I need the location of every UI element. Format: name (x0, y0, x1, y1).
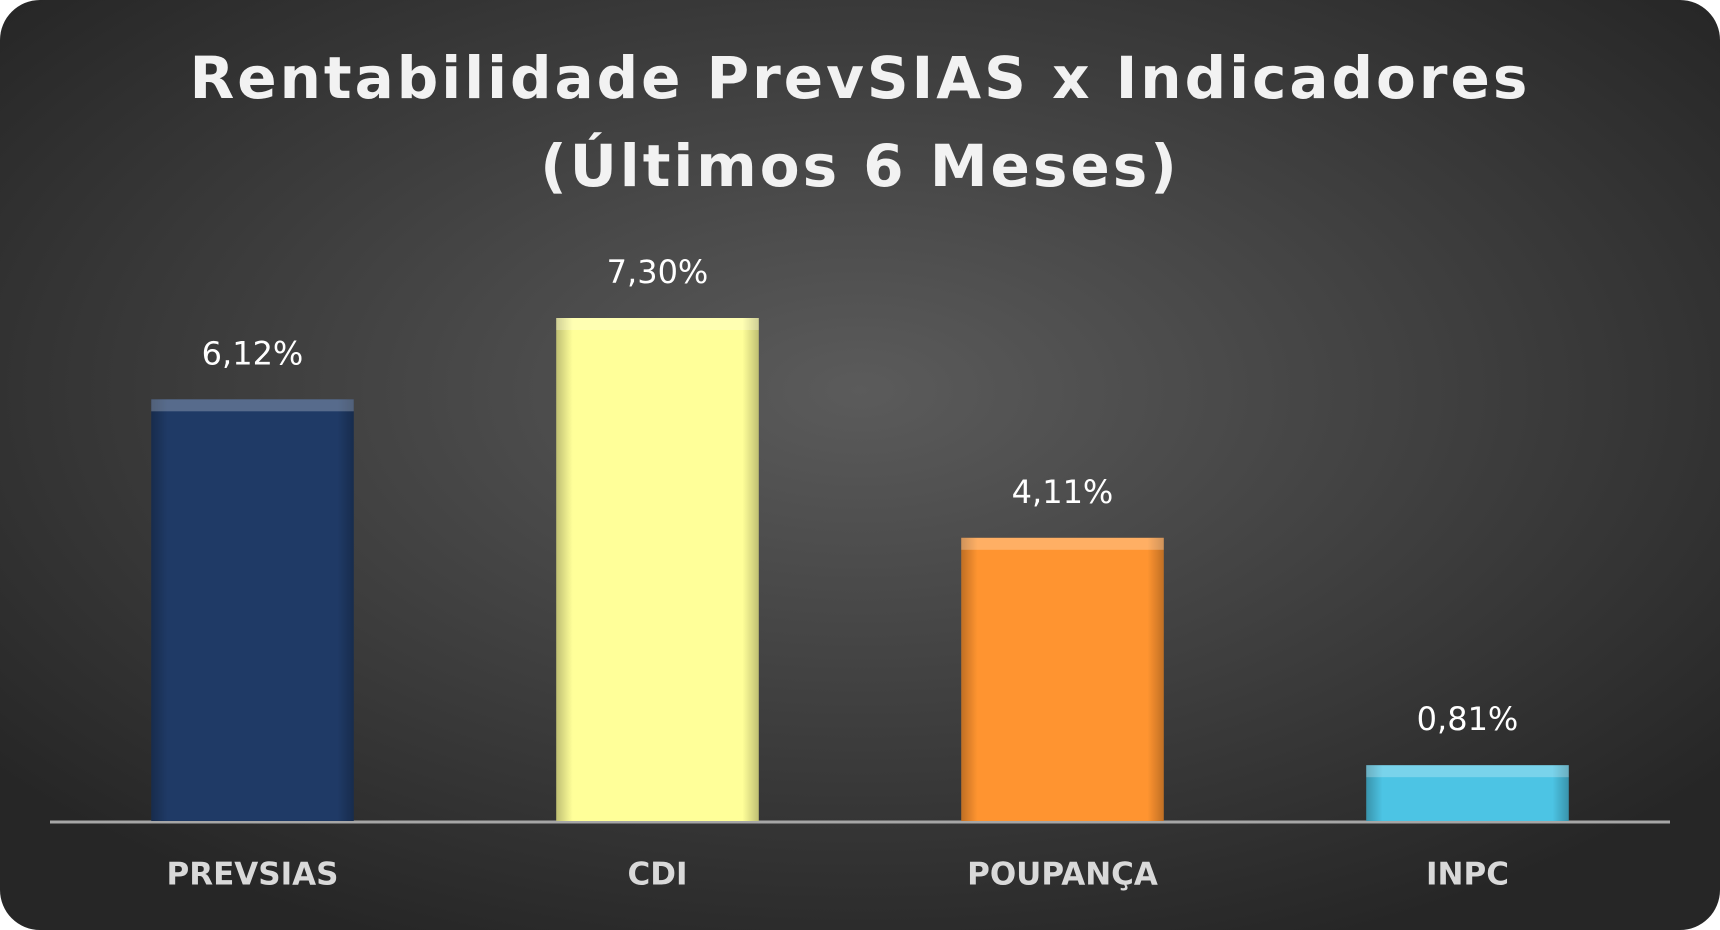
value-label: 4,11% (1012, 473, 1114, 511)
bar (556, 318, 759, 821)
bar-bevel (556, 318, 759, 330)
bar-bevel (1366, 765, 1569, 778)
chart-title: Rentabilidade PrevSIAS x Indicadores (190, 44, 1531, 112)
bar-bevel (151, 399, 354, 412)
x-tick-label: INPC (1426, 857, 1509, 893)
bar (151, 399, 354, 821)
x-tick-label: POUPANÇA (967, 857, 1158, 893)
x-tick-label: PREVSIAS (167, 857, 339, 893)
chart-title: (Últimos 6 Meses) (540, 131, 1180, 200)
value-label: 7,30% (607, 253, 709, 291)
x-tick-label: CDI (627, 857, 687, 893)
value-label: 6,12% (202, 334, 304, 372)
bar (961, 537, 1164, 821)
bar-bevel (961, 537, 1164, 550)
value-label: 0,81% (1417, 700, 1519, 738)
